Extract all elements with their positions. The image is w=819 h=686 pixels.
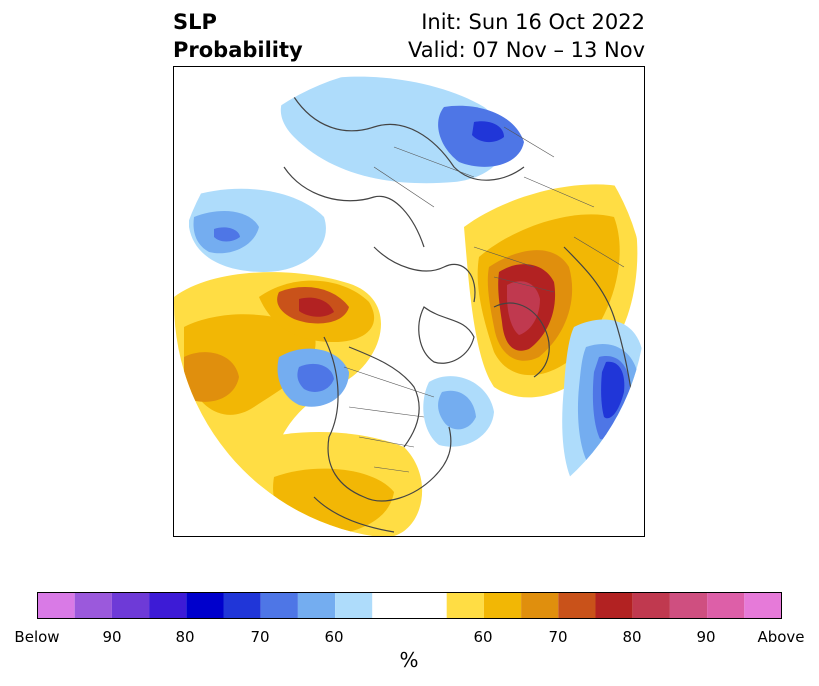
colorbar-tick-label: 80 (622, 628, 642, 646)
colorbar-tick-label: 60 (473, 628, 493, 646)
colorbar-segment (74, 592, 112, 619)
title-metric: Probability (173, 38, 303, 62)
colorbar-segment (186, 592, 224, 619)
above-region-east-peak (507, 281, 540, 335)
colorbar-segment (744, 592, 782, 619)
colorbar-tick-label: 70 (250, 628, 270, 646)
colorbar-tick-label: 80 (175, 628, 195, 646)
colorbar-segment (521, 592, 559, 619)
colorbar-tick-label: 90 (102, 628, 122, 646)
colorbar-segment (111, 592, 150, 619)
below-region-north (280, 76, 506, 184)
colorbar-segment (372, 592, 447, 619)
colorbar-tick-label: 90 (696, 628, 716, 646)
colorbar-segment (260, 592, 298, 619)
colorbar-segment (669, 592, 708, 619)
colorbar-segment (483, 592, 522, 619)
colorbar-tick-label: 70 (548, 628, 568, 646)
valid-range: Valid: 07 Nov – 13 Nov (408, 38, 645, 62)
colorbar-unit: % (399, 648, 419, 672)
colorbar-tick-label: Above (757, 628, 805, 646)
init-date: Init: Sun 16 Oct 2022 (421, 10, 645, 34)
above-region-central-peak (299, 297, 334, 317)
below-region-north-peak (472, 121, 504, 143)
below-region-atlantic-core (438, 390, 476, 430)
colorbar-segment (37, 592, 75, 619)
colorbar-segment (297, 592, 336, 619)
below-region-east-peak (601, 361, 625, 419)
colorbar-tick-label: Below (14, 628, 60, 646)
chart-title-left: SLP Probability (173, 8, 303, 64)
map-canvas (174, 67, 644, 537)
colorbar-segment (632, 592, 670, 619)
below-region-pacific-core (297, 363, 334, 392)
colorbar-tick-label: 60 (324, 628, 344, 646)
colorbar-segment (335, 592, 373, 619)
borders (343, 126, 625, 473)
colorbar-segment (446, 592, 484, 619)
colorbar-outline (37, 592, 782, 619)
chart-title-right: Init: Sun 16 Oct 2022 Valid: 07 Nov – 13… (408, 8, 645, 64)
colorbar-segment (558, 592, 596, 619)
coastlines (283, 96, 635, 533)
probability-map (173, 66, 645, 537)
colorbar (37, 592, 782, 619)
below-region-northwest-peak (214, 227, 240, 242)
above-region-west-inner (184, 352, 239, 402)
colorbar-segment (223, 592, 261, 619)
colorbar-segment (595, 592, 633, 619)
title-variable: SLP (173, 10, 217, 34)
colorbar-segment (149, 592, 187, 619)
colorbar-segment (707, 592, 745, 619)
